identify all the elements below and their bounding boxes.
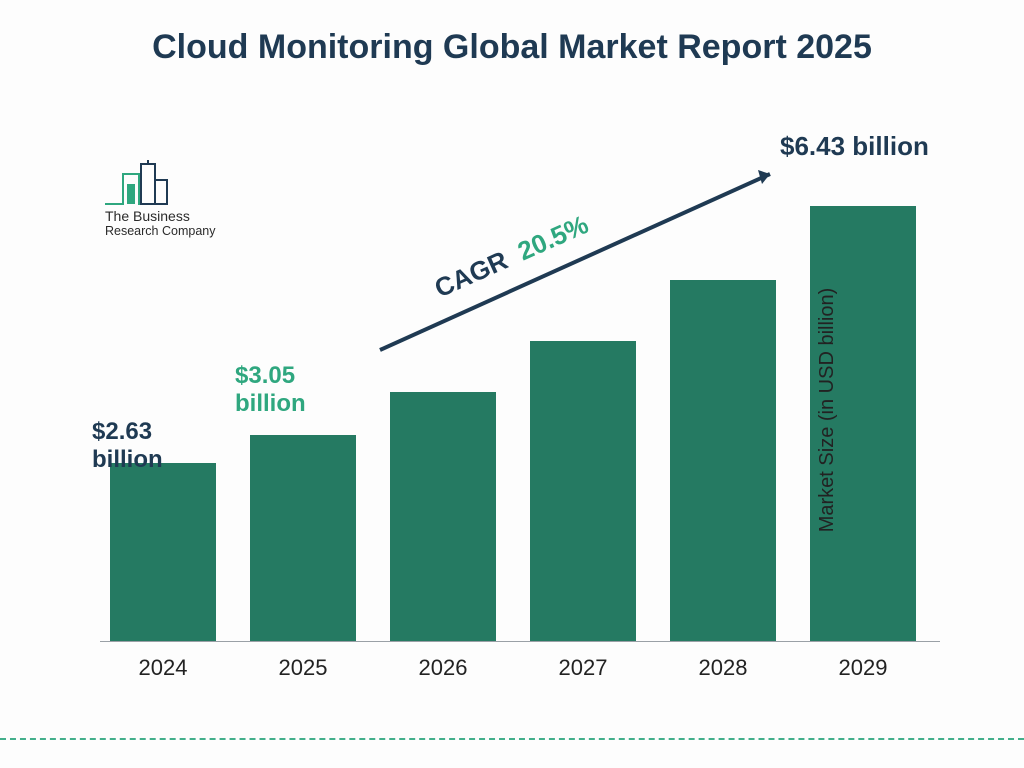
bar [530, 341, 636, 641]
value-label-2025-unit: billion [235, 390, 375, 418]
x-tick-label: 2027 [513, 655, 653, 681]
x-tick-label: 2028 [653, 655, 793, 681]
y-axis-label: Market Size (in USD billion) [816, 288, 839, 533]
value-label-2024-unit: billion [92, 446, 232, 474]
page: Cloud Monitoring Global Market Report 20… [0, 0, 1024, 768]
chart-title: Cloud Monitoring Global Market Report 20… [0, 28, 1024, 67]
value-label-2024: $2.63 billion [92, 418, 232, 473]
x-tick-label: 2025 [233, 655, 373, 681]
value-label-2025: $3.05 billion [235, 362, 375, 417]
x-tick-label: 2024 [93, 655, 233, 681]
x-axis-line [100, 641, 940, 642]
x-tick-label: 2026 [373, 655, 513, 681]
bar [110, 463, 216, 641]
value-label-2024-amount: $2.63 [92, 418, 232, 446]
bar-slot [110, 181, 216, 641]
bar [250, 435, 356, 641]
trend-arrow-icon [370, 150, 790, 370]
bar-chart: 202420252026202720282029 $2.63 billion $… [100, 140, 940, 680]
bar [390, 392, 496, 641]
footer-dashed-line [0, 738, 1024, 740]
x-tick-label: 2029 [793, 655, 933, 681]
value-label-2029: $6.43 billion [780, 132, 980, 162]
value-label-2025-amount: $3.05 [235, 362, 375, 390]
